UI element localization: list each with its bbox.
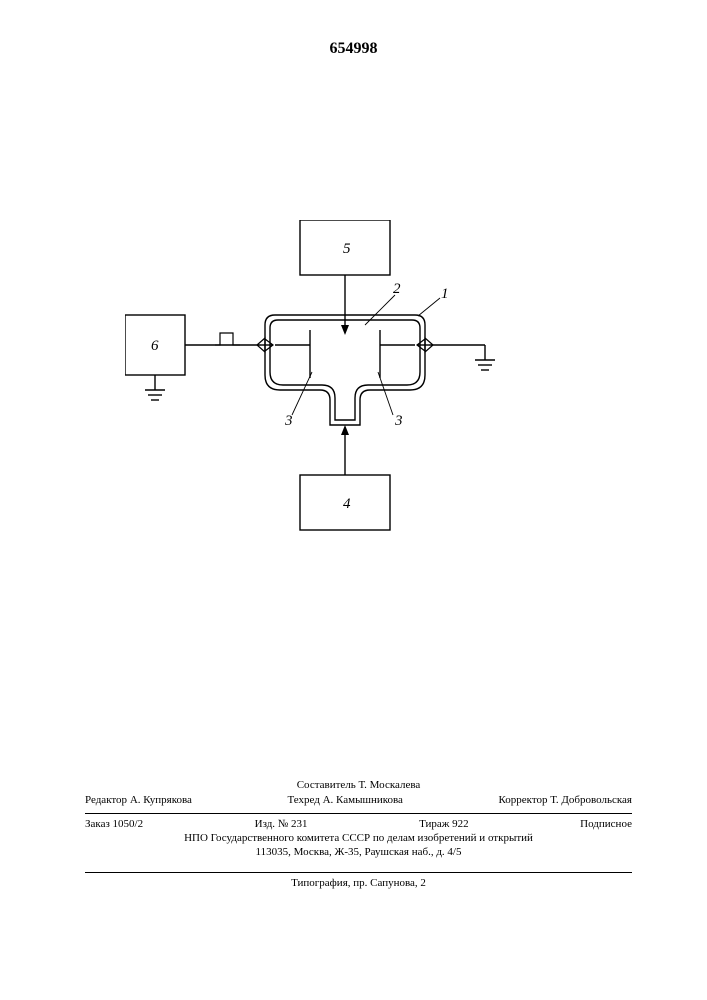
editor-label: Редактор bbox=[85, 794, 127, 806]
label-1: 1 bbox=[441, 286, 449, 302]
composer-label: Составитель bbox=[297, 779, 356, 791]
imprint-footer: Составитель Т. Москалева Редактор А. Куп… bbox=[85, 778, 632, 890]
order-no: Заказ 1050/2 bbox=[85, 817, 143, 831]
label-2: 2 bbox=[393, 281, 401, 297]
label-3l: 3 bbox=[284, 413, 293, 429]
label-3r: 3 bbox=[394, 413, 403, 429]
podpisnoe: Подписное bbox=[580, 817, 632, 831]
label-4: 4 bbox=[343, 496, 351, 512]
composer-name: Т. Москалева bbox=[359, 779, 421, 791]
label-6: 6 bbox=[151, 338, 159, 354]
techred-name: А. Камышникова bbox=[323, 794, 403, 806]
tirazh: Тираж 922 bbox=[419, 817, 469, 831]
patent-number: 654998 bbox=[0, 40, 707, 58]
corrector-label: Корректор bbox=[499, 794, 548, 806]
izd-no: Изд. № 231 bbox=[255, 817, 308, 831]
label-5: 5 bbox=[343, 241, 351, 257]
editor-name: А. Купрякова bbox=[130, 794, 192, 806]
schematic-diagram: 5 6 bbox=[125, 220, 525, 570]
printer: Типография, пр. Сапунова, 2 bbox=[85, 872, 632, 890]
org-address: 113035, Москва, Ж-35, Раушская наб., д. … bbox=[85, 845, 632, 859]
org-name: НПО Государственного комитета СССР по де… bbox=[85, 831, 632, 845]
corrector-name: Т. Добровольская bbox=[550, 794, 632, 806]
techred-label: Техред bbox=[287, 794, 319, 806]
